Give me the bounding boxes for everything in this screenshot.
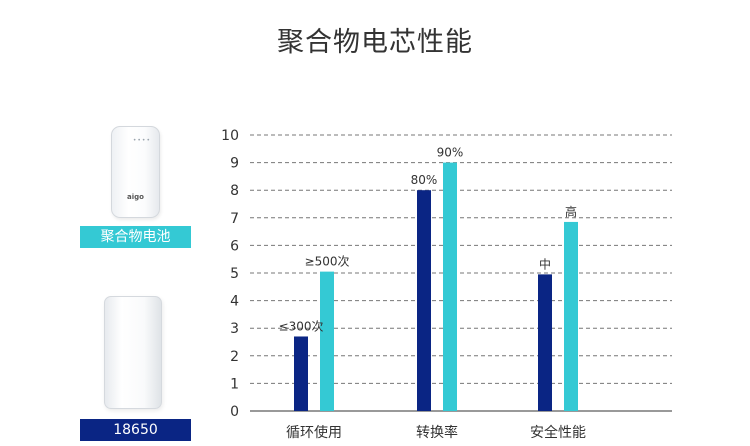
data-label: 高	[565, 204, 577, 219]
bar-series-1-3	[538, 274, 552, 411]
y-tick-label: 2	[230, 349, 239, 365]
y-tick-label: 9	[230, 156, 239, 172]
data-label: ≥500次	[305, 255, 350, 269]
page-title: 聚合物电芯性能	[277, 27, 473, 58]
data-label: 90%	[437, 146, 464, 160]
y-tick-label: 5	[230, 266, 239, 282]
y-tick-label: 10	[221, 128, 239, 144]
y-tick-label: 4	[230, 294, 239, 310]
bar-series-2-3	[564, 221, 578, 411]
x-category-label: 循环使用	[286, 424, 342, 441]
x-category-label: 安全性能	[530, 424, 586, 441]
x-axis-categories: 循环使用 转换率 安全性能	[286, 424, 586, 441]
bars	[294, 162, 578, 411]
grid-lines	[250, 134, 672, 412]
bar-series-2-2	[443, 162, 457, 411]
y-tick-label: 6	[230, 238, 239, 254]
bar-series-1-1	[294, 336, 308, 411]
y-tick-label: 7	[230, 211, 239, 227]
y-tick-label: 3	[230, 321, 239, 337]
polymer-power-bank-image: •••• aigo	[111, 126, 160, 218]
y-tick-label: 0	[230, 404, 239, 420]
bar-series-2-1	[320, 271, 334, 411]
data-label: 中	[539, 256, 551, 271]
18650-battery-label: 18650	[80, 419, 191, 441]
x-category-label: 转换率	[416, 424, 458, 441]
y-tick-label: 8	[230, 183, 239, 199]
y-tick-label: 1	[230, 376, 239, 392]
18650-power-bank-image	[104, 296, 162, 409]
bar-series-1-2	[417, 190, 431, 411]
brand-logo: aigo	[127, 193, 144, 201]
data-labels: ≤300次 ≥500次 80% 90% 中 高	[279, 146, 577, 334]
data-label: 80%	[411, 173, 438, 187]
data-label: ≤300次	[279, 319, 324, 333]
polymer-battery-label: 聚合物电池	[80, 226, 191, 248]
led-dots-icon: ••••	[132, 137, 151, 144]
y-axis-ticks: 0 1 2 3 4 5 6 7 8 9 10	[221, 128, 239, 420]
